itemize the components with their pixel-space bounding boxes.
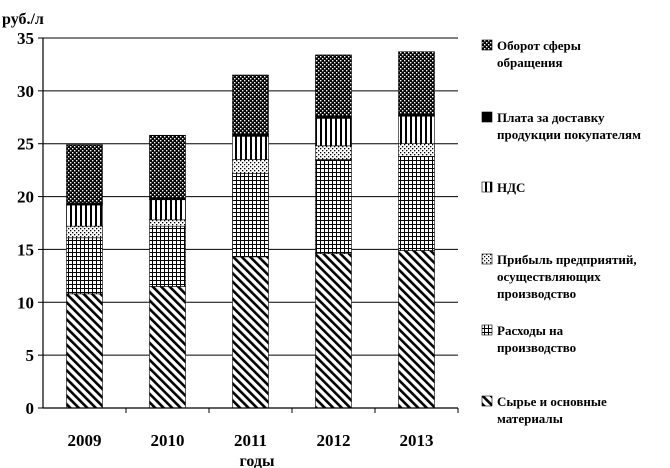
bar-segment xyxy=(315,253,352,409)
bar-segment xyxy=(66,204,103,227)
bar-segment xyxy=(232,133,269,137)
legend-label: Оборот сферы xyxy=(497,38,581,53)
bar-segment xyxy=(398,156,435,251)
x-tick-label: 2011 xyxy=(234,431,267,450)
x-axis-label: годы xyxy=(240,453,276,468)
bar-segment xyxy=(398,143,435,157)
bar-segment xyxy=(149,225,186,287)
y-tick-label: 10 xyxy=(17,293,34,312)
legend-label: осуществляющих xyxy=(497,269,601,284)
legend-label: материалы xyxy=(497,411,563,426)
y-tick-label: 0 xyxy=(26,399,35,418)
bar-segment xyxy=(149,197,186,201)
bar-segment xyxy=(66,225,103,239)
legend-swatch xyxy=(481,39,493,51)
legend-swatch xyxy=(481,395,493,407)
bar-segment xyxy=(232,74,269,135)
legend-item: Плата за доставку продукции покупателям xyxy=(481,110,641,142)
bar-segment xyxy=(315,159,352,254)
legend-item: Расходы на производство xyxy=(481,323,576,355)
bar-segment xyxy=(66,293,103,409)
legend-item: Прибыль предприятий, осуществляющих произв… xyxy=(481,252,637,301)
y-tick-label: 30 xyxy=(17,82,34,101)
bars xyxy=(66,51,435,409)
bar-segment xyxy=(315,54,352,117)
legend-label: производство xyxy=(497,340,576,355)
bar-segment xyxy=(232,159,269,174)
bar-segment xyxy=(315,145,352,160)
y-tick-label: 15 xyxy=(17,240,34,259)
x-tick-labels: 2009 2010 2011 2012 2013 xyxy=(68,408,459,450)
legend-label: Прибыль предприятий, xyxy=(497,252,637,267)
legend-label: производство xyxy=(497,286,576,301)
bar-segment xyxy=(66,237,103,295)
bar-segment xyxy=(149,286,186,409)
y-tick-labels: 0 5 10 15 20 25 30 35 xyxy=(17,29,34,418)
legend-swatch xyxy=(481,181,493,193)
x-tick-label: 2009 xyxy=(68,431,102,450)
legend-label: Плата за доставку xyxy=(497,110,605,125)
bar-segment xyxy=(149,134,186,198)
legend-swatch xyxy=(481,253,493,265)
y-tick-label: 20 xyxy=(17,188,34,207)
y-tick-label: 25 xyxy=(17,135,34,154)
legend-label: обращения xyxy=(497,55,563,70)
legend-item: Оборот сферы обращения xyxy=(481,38,581,70)
bar-segment xyxy=(232,136,269,160)
y-tick-label: 35 xyxy=(17,29,34,48)
legend-label: Сырье и основные xyxy=(497,394,607,409)
bar-segment xyxy=(398,115,435,145)
legend-label: НДС xyxy=(497,180,525,195)
bar-segment xyxy=(66,202,103,206)
legend-label: продукции покупателям xyxy=(497,127,641,142)
axes xyxy=(42,38,458,409)
x-tick-label: 2012 xyxy=(317,431,351,450)
x-tick-label: 2010 xyxy=(151,431,185,450)
bar-segment xyxy=(232,173,269,258)
y-axis-label: руб./л xyxy=(2,11,44,28)
bar-segment xyxy=(315,118,352,147)
legend: Оборот сферы обращения Плата за доставку пр… xyxy=(481,38,641,426)
y-tick-label: 5 xyxy=(26,346,35,365)
bar-segment xyxy=(398,250,435,409)
legend-item: Сырье и основные материалы xyxy=(481,394,607,426)
legend-swatch xyxy=(481,111,493,123)
legend-swatch xyxy=(481,324,493,336)
bar-segment xyxy=(66,144,103,204)
bar-segment xyxy=(232,256,269,409)
bar-segment xyxy=(315,115,352,119)
x-tick-label: 2013 xyxy=(400,431,434,450)
bar-segment xyxy=(149,219,186,227)
legend-label: Расходы на xyxy=(497,323,564,338)
bar-segment xyxy=(398,51,435,115)
legend-item: НДС xyxy=(481,180,525,195)
bar-segment xyxy=(398,113,435,117)
bar-segment xyxy=(149,199,186,221)
